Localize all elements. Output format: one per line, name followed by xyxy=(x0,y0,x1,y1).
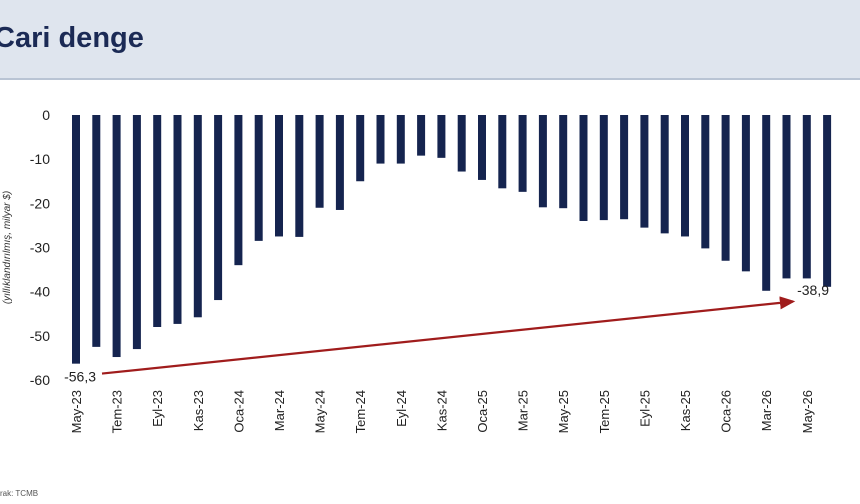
bar-Mar-26 xyxy=(762,115,771,291)
page-title: Cari denge xyxy=(0,22,144,54)
x-tick-label: Mar-25 xyxy=(516,390,531,431)
x-tick-label: Mar-26 xyxy=(759,390,774,431)
bar-Oca-24 xyxy=(234,115,243,266)
bar-Ağu-25 xyxy=(620,115,629,220)
bar-Eki-25 xyxy=(660,115,669,234)
header-bar: Cari denge xyxy=(0,0,860,80)
bar-Şub-26 xyxy=(741,115,750,272)
x-tick-label: Eyl-23 xyxy=(150,390,165,427)
x-tick-label: Oca-25 xyxy=(475,390,490,433)
y-tick-label: -50 xyxy=(30,328,50,344)
bar-Şub-25 xyxy=(498,115,507,189)
bar-Haz-23 xyxy=(92,115,101,347)
bar-Haz-25 xyxy=(579,115,588,221)
bar-Eyl-23 xyxy=(153,115,162,327)
bar-Tem-23 xyxy=(112,115,121,358)
y-tick-label: -20 xyxy=(30,195,50,211)
bar-May-26 xyxy=(802,115,811,279)
y-tick-label: -60 xyxy=(30,372,50,388)
trend-arrow xyxy=(101,296,796,375)
bar-Oca-26 xyxy=(721,115,730,261)
annotation-end: -38,9 xyxy=(797,282,829,298)
bar-Nis-26 xyxy=(782,115,791,279)
source-note: rak: TCMB xyxy=(0,489,39,498)
x-tick-label: Tem-23 xyxy=(110,390,125,433)
bar-Oca-25 xyxy=(478,115,486,180)
x-tick-label: Tem-25 xyxy=(597,390,612,433)
bar-May-25 xyxy=(559,115,568,209)
bar-Nis-25 xyxy=(538,115,547,208)
x-tick-label: Kas-23 xyxy=(191,390,206,431)
x-tick-label: Mar-24 xyxy=(272,390,287,431)
x-tick-label: Eyl-25 xyxy=(637,390,652,427)
bar-Eyl-25 xyxy=(640,115,649,228)
x-tick-label: May-25 xyxy=(556,390,571,433)
bar-Mar-24 xyxy=(275,115,283,237)
x-tick-label: Oca-26 xyxy=(719,390,734,433)
bar-Haz-24 xyxy=(335,115,344,210)
bar-Nis-24 xyxy=(295,115,304,237)
x-tick-label: May-24 xyxy=(313,390,328,433)
y-axis-label: (yıllıklandırılmış, milyar $) xyxy=(2,191,13,304)
x-tick-label: Kas-25 xyxy=(678,390,693,431)
bar-Kas-25 xyxy=(681,115,689,237)
x-tick-label: May-26 xyxy=(800,390,815,433)
y-tick-label: -30 xyxy=(30,240,50,256)
bar-Eki-23 xyxy=(173,115,182,324)
bar-Mar-25 xyxy=(518,115,527,192)
annotation-start: -56,3 xyxy=(64,369,96,385)
bar-Ara-25 xyxy=(701,115,710,249)
bar-Kas-23 xyxy=(193,115,202,318)
x-tick-label: Eyl-24 xyxy=(394,390,409,427)
bar-Kas-24 xyxy=(437,115,446,158)
bar-Ara-24 xyxy=(457,115,466,172)
current-account-bar-chart: (yıllıklandırılmış, milyar $) 0 -10 -20 -30 -… xyxy=(2,107,832,433)
x-tick-label: Kas-24 xyxy=(434,390,449,431)
y-tick-label: 0 xyxy=(42,107,50,123)
bar-May-24 xyxy=(315,115,324,208)
bar-Haz-26 xyxy=(823,115,832,287)
bar-Ara-23 xyxy=(214,115,223,301)
x-tick-label: May-23 xyxy=(69,390,84,433)
bar-Tem-25 xyxy=(599,115,608,221)
bar-Eyl-24 xyxy=(396,115,405,164)
bar-Şub-24 xyxy=(254,115,263,241)
y-tick-label: -10 xyxy=(30,151,50,167)
bar-Eki-24 xyxy=(417,115,426,156)
x-tick-label: Oca-24 xyxy=(231,390,246,433)
bar-May-23 xyxy=(72,115,80,364)
bar-Ağu-24 xyxy=(376,115,385,164)
bar-Tem-24 xyxy=(356,115,365,182)
x-tick-label: Tem-24 xyxy=(353,390,368,433)
y-tick-label: -40 xyxy=(30,284,50,300)
bar-Ağu-23 xyxy=(132,115,141,350)
